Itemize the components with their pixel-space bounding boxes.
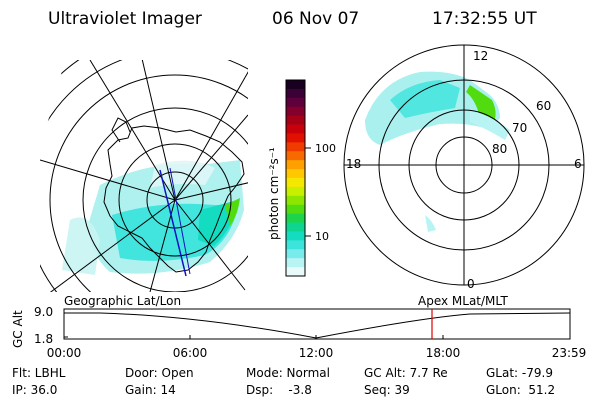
dsp-value: Dsp: -3.8 (246, 383, 312, 397)
ytick-bottom: 1.8 (34, 332, 53, 346)
colorbar (285, 79, 306, 277)
polar-label-18: 18 (346, 157, 361, 171)
door-value: Door: Open (125, 366, 194, 380)
xtick-1800: 18:00 (426, 346, 461, 360)
ring-label-80: 80 (492, 142, 507, 156)
colorbar-segment (286, 240, 305, 250)
apex-title: Apex MLat/MLT (418, 294, 508, 308)
colorbar-segment (286, 160, 305, 170)
ytick-top: 9.0 (34, 305, 53, 319)
colorbar-segment (286, 178, 305, 188)
glat-value: GLat: -79.9 (486, 366, 553, 380)
colorbar-segment (286, 195, 305, 206)
xtick-0600: 06:00 (173, 346, 208, 360)
polar-plot (343, 44, 585, 286)
colorbar-segment (286, 267, 305, 277)
filter-value: Flt: LBHL (12, 366, 66, 380)
xtick-0000: 00:00 (47, 346, 82, 360)
instrument-title: Ultraviolet Imager (48, 9, 202, 29)
colorbar-segment (286, 186, 305, 197)
date-label: 06 Nov 07 (272, 9, 360, 29)
colorbar-segment (286, 222, 305, 233)
seq-value: Seq: 39 (364, 383, 410, 397)
polar-label-0: 0 (467, 277, 475, 291)
colorbar-segment (286, 133, 305, 143)
colorbar-ticks (305, 147, 311, 237)
colorbar-segment (286, 204, 305, 215)
ip-value: IP: 36.0 (12, 383, 58, 397)
colorbar-segment (286, 231, 305, 241)
polar-label-12: 12 (473, 49, 488, 63)
colorbar-tick-10: 10 (315, 230, 329, 243)
geographic-image (40, 60, 248, 292)
colorbar-segment (286, 169, 305, 179)
colorbar-segment (286, 124, 305, 135)
colorbar-segment (286, 213, 305, 224)
mode-value: Mode: Normal (246, 366, 330, 380)
glon-value: GLon: 51.2 (486, 383, 556, 397)
xtick-1200: 12:00 (299, 346, 334, 360)
colorbar-segment (286, 115, 305, 126)
time-label: 17:32:55 UT (432, 9, 537, 29)
gain-value: Gain: 14 (125, 383, 176, 397)
geographic-title: Geographic Lat/Lon (64, 294, 181, 308)
colorbar-segment (286, 80, 305, 90)
timeline-ylabel: GC Alt (11, 310, 25, 348)
colorbar-segment (286, 142, 305, 152)
colorbar-unit-label: photon cm⁻²s⁻¹ (267, 147, 281, 240)
gc-alt-value: GC Alt: 7.7 Re (364, 366, 448, 380)
colorbar-segment (286, 258, 305, 268)
ring-label-70: 70 (512, 121, 527, 135)
colorbar-segment (286, 249, 305, 259)
colorbar-segment (286, 88, 305, 99)
colorbar-segment (286, 151, 305, 161)
ring-label-60: 60 (536, 99, 551, 113)
colorbar-segment (286, 106, 305, 117)
polar-label-6: 6 (574, 157, 582, 171)
xtick-2359: 23:59 (552, 346, 587, 360)
altitude-curve (64, 312, 571, 339)
colorbar-segment (286, 97, 305, 108)
colorbar-tick-100: 100 (315, 142, 336, 155)
